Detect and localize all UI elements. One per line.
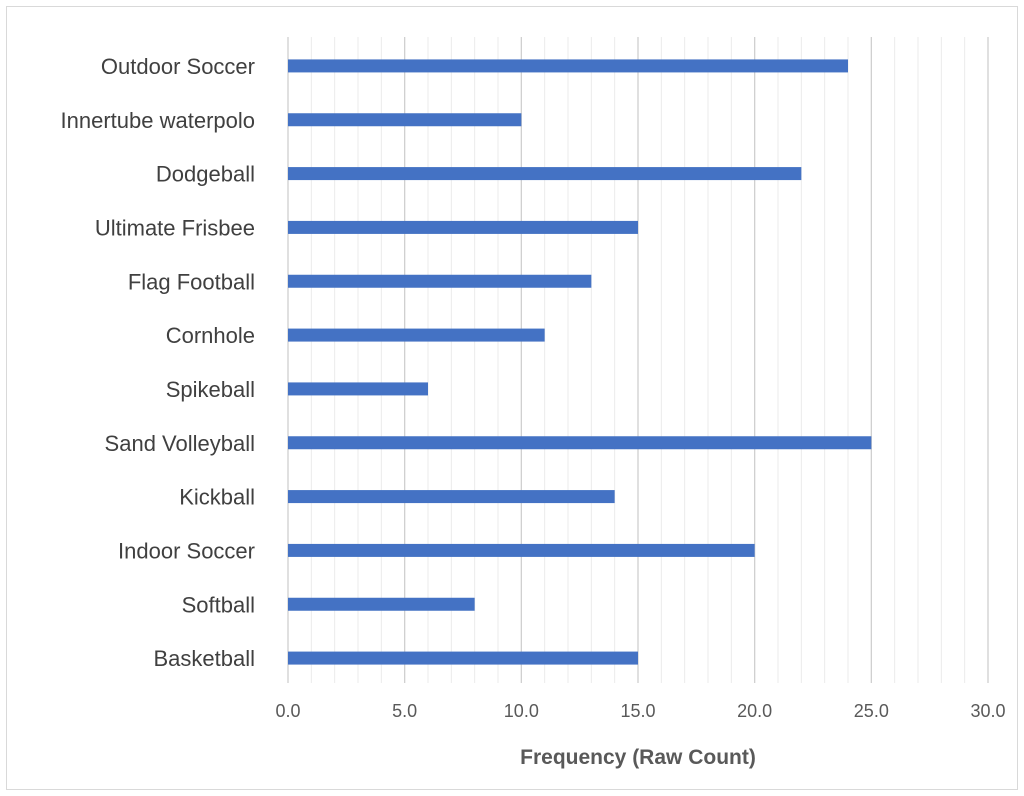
x-axis-title: Frequency (Raw Count) — [520, 746, 756, 769]
x-tick-label: 25.0 — [854, 701, 889, 721]
category-label: Innertube waterpolo — [61, 108, 255, 133]
bars — [288, 59, 872, 665]
bar — [288, 436, 872, 450]
category-label: Kickball — [179, 485, 255, 510]
x-tick-label: 20.0 — [737, 701, 772, 721]
category-label: Cornhole — [166, 323, 255, 348]
category-label: Flag Football — [128, 269, 255, 294]
category-label: Indoor Soccer — [118, 538, 255, 563]
category-labels: Outdoor Soccer Innertube waterpolo Dodgeba… — [61, 54, 255, 671]
x-tick-label: 0.0 — [275, 701, 300, 721]
category-label: Softball — [182, 592, 255, 617]
bar — [288, 167, 802, 181]
x-tick-label: 30.0 — [970, 701, 1005, 721]
category-label: Dodgeball — [156, 162, 255, 187]
bar — [288, 220, 638, 234]
chart-frame: Outdoor Soccer Innertube waterpolo Dodgeba… — [6, 6, 1018, 790]
bar — [288, 328, 545, 342]
bar — [288, 490, 615, 504]
gridlines — [287, 37, 989, 683]
category-label: Outdoor Soccer — [101, 54, 255, 79]
bar — [288, 543, 755, 557]
category-label: Sand Volleyball — [105, 431, 255, 456]
x-tick-labels: 0.0 5.0 10.0 15.0 20.0 25.0 30.0 — [275, 701, 1005, 721]
x-tick-label: 5.0 — [392, 701, 417, 721]
category-label: Spikeball — [166, 377, 255, 402]
x-tick-label: 10.0 — [504, 701, 539, 721]
bar — [288, 274, 592, 288]
bar-chart: Outdoor Soccer Innertube waterpolo Dodgeba… — [61, 37, 1006, 769]
bar — [288, 113, 522, 127]
category-label: Basketball — [153, 646, 255, 671]
bar — [288, 382, 428, 396]
category-label: Ultimate Frisbee — [95, 215, 255, 240]
bar — [288, 59, 848, 73]
bar — [288, 597, 475, 611]
bar — [288, 651, 638, 665]
x-tick-label: 15.0 — [620, 701, 655, 721]
